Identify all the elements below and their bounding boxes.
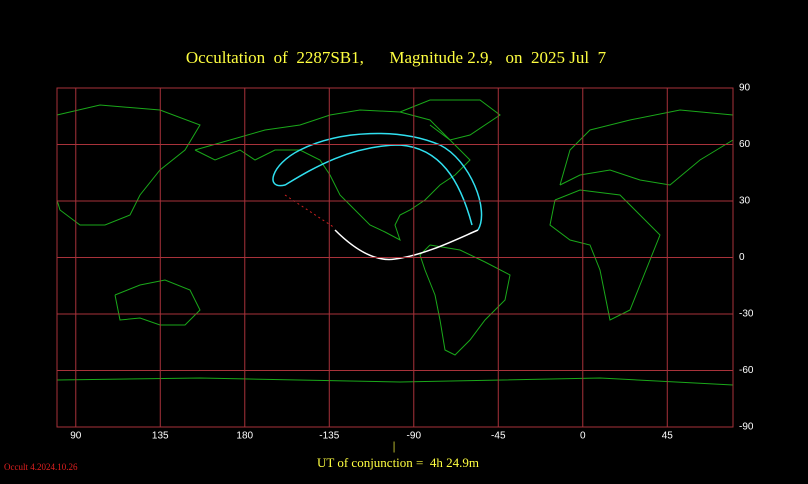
antarctica: [56, 377, 734, 386]
lon-tick-label: -135: [319, 431, 339, 442]
path-daylight: [334, 229, 479, 261]
lat-tick-label: -90: [739, 422, 754, 433]
lat-tick-label: 60: [739, 139, 751, 150]
lon-tick-label: 45: [662, 431, 674, 442]
version: Occult 4.2024.10.26: [4, 462, 78, 472]
occultation-path: [272, 132, 483, 261]
eurasia-east: [559, 109, 734, 186]
asia-west: [56, 104, 201, 226]
lat-tick-label: 0: [739, 252, 745, 263]
africa: [549, 189, 661, 321]
europe-south: [559, 139, 734, 186]
greenland: [399, 99, 501, 141]
coastlines: [56, 99, 734, 386]
lon-tick-label: 0: [580, 431, 586, 442]
lat-tick-label: 90: [739, 83, 751, 94]
path-night: [272, 132, 483, 231]
lon-tick-label: 180: [236, 431, 253, 442]
map-frame: [56, 87, 734, 428]
conjunction-marker: |: [393, 438, 396, 453]
lat-tick-label: -30: [739, 309, 754, 320]
north-america: [194, 109, 471, 242]
lon-tick-label: -90: [407, 431, 422, 442]
lon-tick-label: 135: [152, 431, 169, 442]
south-america: [419, 244, 511, 356]
lat-tick-label: -60: [739, 365, 754, 376]
title: Occultation of 2287SB1, Magnitude 2.9, o…: [186, 48, 607, 67]
lon-tick-label: -45: [491, 431, 506, 442]
conjunction-time: UT of conjunction = 4h 24.9m: [317, 455, 479, 470]
australia: [114, 279, 201, 326]
lat-tick-label: 30: [739, 196, 751, 207]
lon-tick-label: 90: [70, 431, 82, 442]
